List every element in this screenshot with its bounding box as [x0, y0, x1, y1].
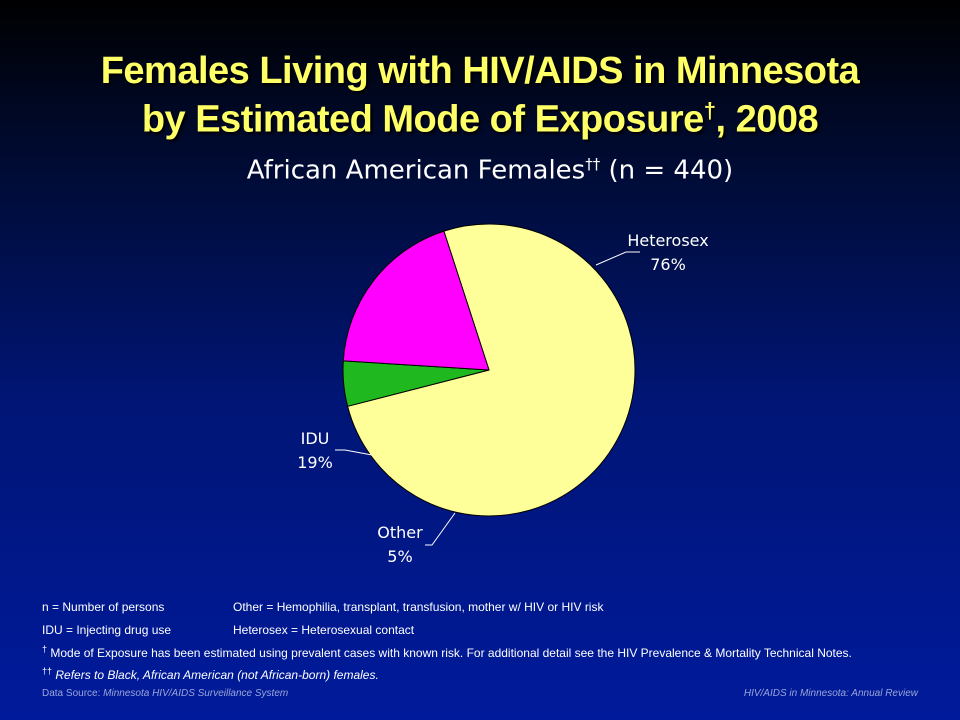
subtitle-double-dagger: ††: [585, 155, 601, 173]
note-n-definition: n = Number of persons: [42, 600, 165, 614]
slice-label-other: Other: [377, 523, 423, 542]
slice-value-other: 5%: [387, 547, 412, 566]
leader-line-idu: [335, 449, 373, 456]
chart-subtitle: African American Females†† (n = 440): [0, 155, 960, 186]
leader-line-heterosex: [595, 251, 640, 266]
footer-source-value: Minnesota HIV/AIDS Surveillance System: [103, 688, 289, 699]
chart-title-line2: by Estimated Mode of Exposure†, 2008: [0, 90, 960, 141]
slice-value-heterosex: 76%: [650, 255, 686, 274]
slice-value-idu: 19%: [297, 453, 333, 472]
subtitle-count: (n = 440): [600, 155, 734, 186]
note-idu-definition: IDU = Injecting drug use: [42, 623, 172, 637]
footnotes: n = Number of persons Other = Hemophilia…: [42, 600, 942, 685]
title-dagger: †: [703, 98, 716, 123]
note-double-dagger: ††: [42, 666, 53, 676]
note-mode-of-exposure: Mode of Exposure has been estimated usin…: [47, 646, 852, 660]
pie-slice-idu: [342, 230, 490, 371]
note-heterosex-definition: Heterosex = Heterosexual contact: [233, 623, 415, 637]
footer-source: Data Source: Minnesota HIV/AIDS Surveill…: [42, 688, 288, 699]
slice-label-heterosex: Heterosex: [627, 231, 708, 250]
leader-line-other: [425, 512, 456, 546]
title-year: , 2008: [715, 98, 819, 141]
footer-report-title: HIV/AIDS in Minnesota: Annual Review: [743, 688, 918, 699]
title-line2-text: by Estimated Mode of Exposure: [141, 98, 704, 141]
subtitle-text: African American Females: [246, 155, 586, 186]
chart-title-line1: Females Living with HIV/AIDS in Minnesot…: [100, 50, 860, 92]
note-african-american: Refers to Black, African American (not A…: [52, 668, 379, 682]
note-other-definition: Other = Hemophilia, transplant, transfus…: [233, 600, 604, 614]
slice-label-idu: IDU: [301, 429, 330, 448]
pie-slice-heterosex: [346, 223, 636, 517]
note-dagger: †: [42, 644, 48, 654]
footer-source-label: Data Source:: [42, 688, 104, 699]
